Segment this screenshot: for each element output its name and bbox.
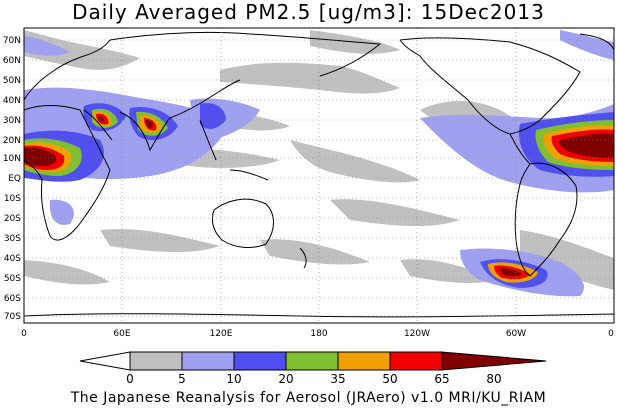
colorbar-bin-5-10: [129, 351, 183, 371]
colorbar-bin-50-65: [337, 351, 391, 371]
lat-label-40n: 40N: [3, 96, 21, 106]
lat-label-50n: 50N: [3, 76, 21, 86]
lat-label-10n: 10N: [3, 154, 21, 164]
colorbar-label-80: 80: [486, 372, 501, 386]
colorbar-label-20: 20: [278, 372, 293, 386]
lat-label-30n: 30N: [3, 116, 21, 126]
colorbar-bin-65-80: [389, 351, 443, 371]
lat-label-70n: 70N: [3, 36, 21, 46]
lon-label-120w: 120W: [404, 329, 430, 339]
lat-label-eq: EQ: [8, 174, 21, 184]
credit-footer: The Japanese Reanalysis for Aerosol (JRA…: [70, 390, 547, 406]
latitude-labels: 70N 60N 50N 40N 30N 20N 10N EQ 10S 20S 3…: [3, 36, 21, 322]
lon-label-0-left: 0: [21, 329, 27, 339]
lon-label-0-right: 0: [608, 329, 614, 339]
colorbar-bin-10-20: [181, 351, 235, 371]
lon-label-120e: 120E: [210, 329, 233, 339]
lat-label-20n: 20N: [3, 136, 21, 146]
colorbar-arrow-left: [79, 351, 131, 371]
map-title: Daily Averaged PM2.5 [ug/m3]: 15Dec2013: [72, 0, 545, 24]
lat-label-60n: 60N: [3, 56, 21, 66]
colorbar-arrow-right: [441, 351, 547, 371]
colorbar-bin-35-50: [285, 351, 339, 371]
lon-label-60e: 60E: [113, 329, 130, 339]
lat-label-60s: 60S: [4, 294, 21, 304]
plot-frame: [23, 27, 615, 324]
lat-label-30s: 30S: [4, 234, 21, 244]
colorbar-label-50: 50: [382, 372, 397, 386]
pm25-field: [24, 28, 614, 323]
colorbar-legend: 0 5 10 20 35 50 65 80: [79, 351, 547, 386]
lat-label-40s: 40S: [4, 254, 21, 264]
lat-label-10s: 10S: [4, 194, 21, 204]
colorbar-label-10: 10: [226, 372, 241, 386]
longitude-labels: 0 60E 120E 180 120W 60W 0: [21, 329, 614, 339]
lon-label-180: 180: [310, 329, 327, 339]
lat-label-50s: 50S: [4, 274, 21, 284]
colorbar-label-0: 0: [126, 372, 134, 386]
colorbar-bin-20-35: [233, 351, 287, 371]
lon-label-60w: 60W: [506, 329, 526, 339]
pm25-layer-80-plus: [24, 116, 614, 277]
lat-label-70s: 70S: [4, 312, 21, 322]
colorbar-label-65: 65: [434, 372, 449, 386]
colorbar-label-35: 35: [330, 372, 345, 386]
colorbar-label-5: 5: [178, 372, 186, 386]
lat-label-20s: 20S: [4, 214, 21, 224]
